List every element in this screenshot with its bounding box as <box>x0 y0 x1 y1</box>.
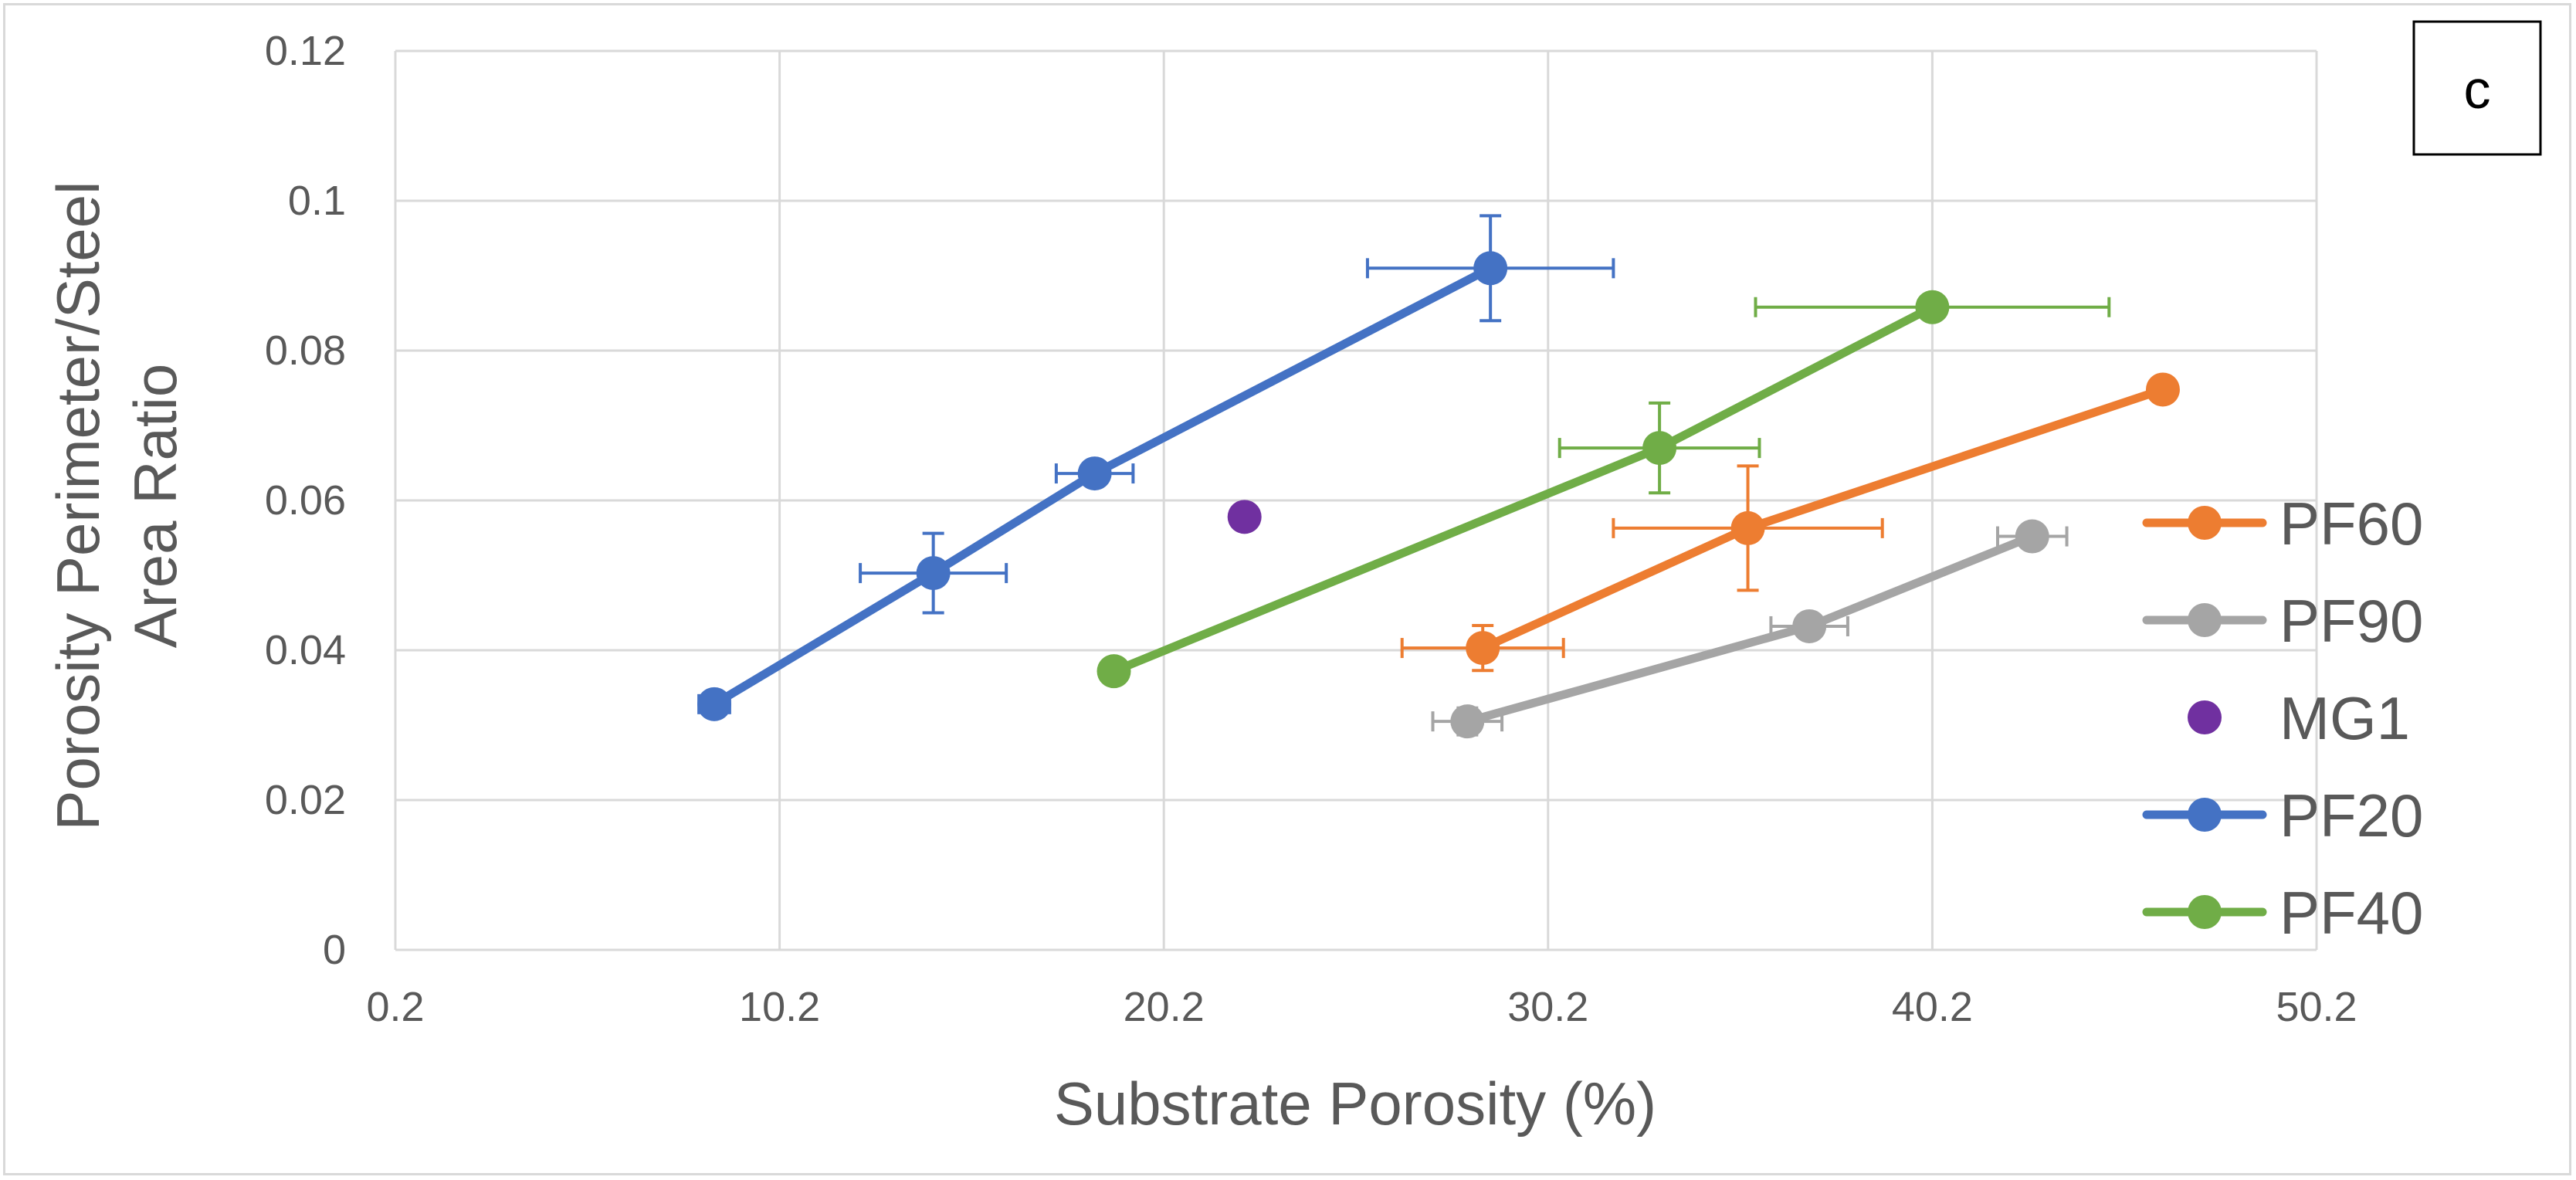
legend-label-pf40: PF40 <box>2279 879 2423 947</box>
axes <box>394 51 2317 951</box>
y-tick-label: 0 <box>323 927 346 973</box>
y-tick-label: 0.06 <box>265 477 346 524</box>
x-tick-label: 0.2 <box>366 984 424 1030</box>
data-point-pf60 <box>1730 510 1765 545</box>
series-line-pf90 <box>1463 532 2037 726</box>
series-layer <box>697 214 2180 739</box>
x-tick-label: 30.2 <box>1507 984 1588 1030</box>
panel-label-border <box>2412 20 2542 156</box>
data-point-pf90 <box>1792 609 1827 643</box>
gridlines <box>395 49 2318 950</box>
y-axis-title-line1: Porosity Perimeter/Steel <box>44 181 112 831</box>
legend-swatch-marker-pf40 <box>2188 895 2222 929</box>
legend-swatch-marker-mg1 <box>2188 700 2222 734</box>
y-axis-title: Porosity Perimeter/Steel Area Ratio <box>44 181 189 831</box>
series-pf40 <box>1096 290 2111 689</box>
data-point-pf20 <box>1077 456 1112 491</box>
y-tick-label: 0.1 <box>288 178 346 224</box>
x-tick-label: 20.2 <box>1124 984 1205 1030</box>
legend-item-pf90: PF90 <box>2142 587 2423 655</box>
x-tick-label: 50.2 <box>2276 984 2357 1030</box>
data-point-pf20 <box>697 687 732 721</box>
legend-swatch-marker-pf90 <box>2188 603 2222 637</box>
y-tick-label: 0.12 <box>265 28 346 74</box>
legend-swatch-marker-pf60 <box>2188 506 2222 540</box>
x-tick-label: 40.2 <box>1892 984 1973 1030</box>
series-pf90 <box>1431 519 2069 739</box>
data-point-pf40 <box>1096 654 1131 689</box>
legend-label-pf60: PF60 <box>2279 490 2423 558</box>
data-point-pf90 <box>2015 519 2049 554</box>
legend-swatch-marker-pf20 <box>2188 798 2222 832</box>
data-point-pf20 <box>916 556 951 591</box>
panel-label: c <box>2464 59 2491 120</box>
legend-label-mg1: MG1 <box>2279 684 2410 752</box>
data-point-pf60 <box>1466 631 1500 666</box>
series-pf60 <box>1400 372 2180 673</box>
tick-labels: 0 0.02 0.04 0.06 0.08 0.1 0.12 0.2 10.2 20.2 30.2 4… <box>265 28 2357 1030</box>
legend-item-pf40: PF40 <box>2142 879 2423 947</box>
x-tick-label: 10.2 <box>739 984 820 1030</box>
data-point-pf40 <box>1915 290 1950 324</box>
chart-frame <box>3 3 2571 1175</box>
legend-label-pf90: PF90 <box>2279 587 2423 655</box>
legend-label-pf20: PF20 <box>2279 782 2423 849</box>
legend-item-pf20: PF20 <box>2142 782 2423 849</box>
y-tick-label: 0.04 <box>265 627 346 673</box>
legend: PF60 PF90 MG1 PF20 PF40 <box>2142 490 2423 947</box>
series-pf20 <box>697 214 1615 721</box>
data-point-mg1 <box>1227 500 1262 534</box>
data-point-pf60 <box>2145 372 2180 407</box>
legend-item-pf60: PF60 <box>2142 490 2423 558</box>
y-tick-label: 0.02 <box>265 777 346 823</box>
panel-label-box: c <box>2412 20 2542 156</box>
data-point-pf20 <box>1473 251 1508 286</box>
x-axis-title: Substrate Porosity (%) <box>1054 1070 1656 1138</box>
legend-item-mg1: MG1 <box>2188 684 2410 752</box>
data-point-pf90 <box>1450 704 1485 739</box>
y-axis-title-line2: Area Ratio <box>121 364 189 649</box>
y-tick-label: 0.08 <box>265 327 346 374</box>
data-point-pf40 <box>1642 431 1677 466</box>
series-line-pf60 <box>1478 385 2168 653</box>
series-mg1 <box>1227 500 1262 534</box>
series-line-pf20 <box>710 263 1495 709</box>
